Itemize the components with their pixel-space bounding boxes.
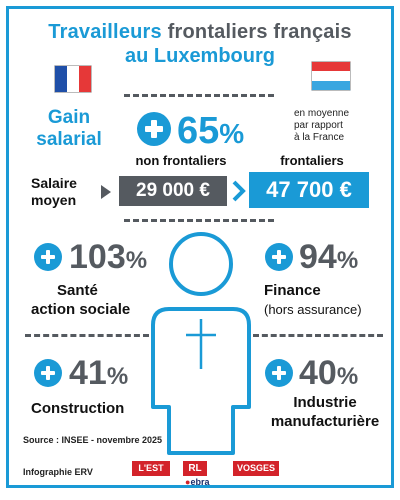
luxembourg-flag-icon <box>311 61 351 91</box>
salary-box-frontaliers: 47 700 € <box>249 172 369 208</box>
ebra-logo: ●ebra <box>185 477 210 487</box>
gain-label: Gain salarial <box>31 107 107 151</box>
gain-note-line2: par rapport <box>294 120 343 131</box>
gain-label-line1: Gain <box>47 107 91 128</box>
plus-icon <box>34 359 62 387</box>
sector-1-line1: Santé <box>57 282 98 299</box>
gain-note: en moyenne par rapport à la France <box>294 108 349 144</box>
separator-top <box>124 94 274 97</box>
infographic-frame: Travailleurs frontaliers français au Lux… <box>6 6 394 488</box>
separator-right <box>253 334 383 337</box>
arrow-right-icon <box>101 185 111 199</box>
sector-4-line1: Industrie <box>293 394 357 411</box>
arrow-right-icon <box>232 180 246 202</box>
ebra-label: ebra <box>190 477 210 487</box>
rl-logo: RL <box>183 461 207 476</box>
separator-left <box>25 334 149 337</box>
sector-3-percent: 41% <box>69 356 128 394</box>
sector-3-line1: Construction <box>31 400 125 417</box>
sector-2-label: Finance (hors assurance) <box>264 281 362 319</box>
salary-label-line2: moyen <box>31 192 77 208</box>
sector-1-label: Santé action sociale <box>31 281 130 319</box>
sector-4-label: Industrie manufacturière <box>267 393 383 431</box>
vosges-logo: VOSGES <box>233 461 279 476</box>
plus-icon <box>265 359 293 387</box>
gain-percent: 65% <box>177 112 244 153</box>
france-flag-icon <box>54 65 92 93</box>
credit-text: Infographie ERV <box>23 467 93 477</box>
sector-1-sign: % <box>125 247 148 274</box>
title-line-2: au Luxembourg <box>124 45 275 67</box>
col1-header: non frontaliers <box>135 153 227 168</box>
ebra-dots-icon: ● <box>185 477 191 487</box>
col2-header: frontaliers <box>280 153 344 168</box>
sector-2-sign: % <box>336 247 359 274</box>
sector-2-value: 94 <box>299 238 337 276</box>
sector-1-line2: action sociale <box>31 301 131 318</box>
sector-3-label: Construction <box>31 399 124 418</box>
salary-label: Salaire moyen <box>31 175 77 209</box>
person-icon <box>151 232 251 455</box>
lest-logo: L'EST <box>132 461 170 476</box>
plus-icon <box>137 112 171 146</box>
gain-sign: % <box>219 118 245 149</box>
sector-4-line2: manufacturière <box>270 413 380 430</box>
gain-value: 65 <box>177 110 220 152</box>
salary-label-line1: Salaire <box>31 175 77 191</box>
sector-4-value: 40 <box>299 354 337 392</box>
sector-1-value: 103 <box>69 238 126 276</box>
separator-middle <box>124 219 274 222</box>
sector-4-percent: 40% <box>299 356 358 394</box>
sector-2-line2: (hors assurance) <box>264 302 362 317</box>
title-line-1: Travailleurs frontaliers français <box>9 21 391 44</box>
gain-note-line1: en moyenne <box>294 108 350 119</box>
sector-3-sign: % <box>106 363 129 390</box>
sector-2-percent: 94% <box>299 240 358 278</box>
title-word-grey: frontaliers français <box>167 21 352 43</box>
gain-note-line3: à la France <box>294 132 345 143</box>
gain-label-line2: salarial <box>36 129 102 150</box>
source-text: Source : INSEE - novembre 2025 <box>23 435 163 445</box>
sector-3-value: 41 <box>69 354 107 392</box>
salary-box-non-frontaliers: 29 000 € <box>119 176 227 206</box>
title-word-blue: Travailleurs <box>48 21 162 43</box>
plus-icon <box>265 243 293 271</box>
sector-1-percent: 103% <box>69 240 147 278</box>
plus-icon <box>34 243 62 271</box>
sector-4-sign: % <box>336 363 359 390</box>
sector-2-line1: Finance <box>264 282 321 299</box>
